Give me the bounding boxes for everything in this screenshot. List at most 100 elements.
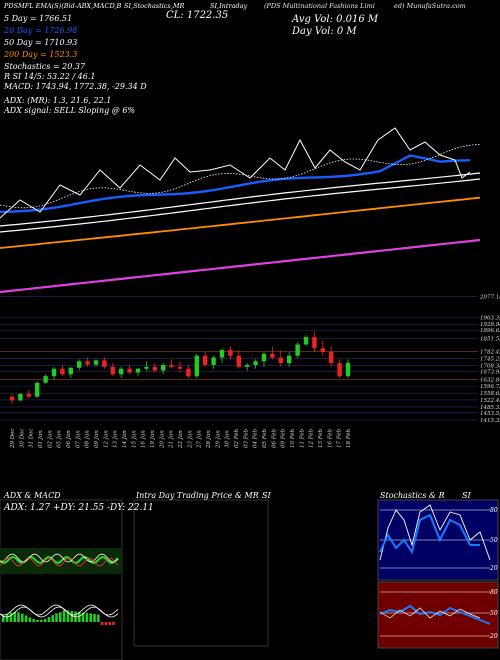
date-label: 16 Feb [327, 428, 333, 448]
macd-bar [51, 615, 54, 622]
macd-bar [112, 622, 115, 625]
adx-macd-panel [0, 499, 123, 660]
adx-line [0, 557, 119, 567]
date-label: 03 Feb [243, 428, 249, 448]
intraday-title-suffix: SI [262, 491, 271, 500]
candle-body [303, 337, 309, 345]
candle-body [26, 393, 31, 397]
stoch-tick: 80 [490, 507, 498, 514]
date-label: 31 Dec [29, 429, 35, 449]
price-tick-label: 1745.29 [480, 356, 500, 362]
date-label: 12 Feb [309, 428, 315, 448]
candle-body [211, 357, 216, 365]
stoch-tick: 20 [489, 565, 498, 572]
date-label: 18 Feb [346, 428, 352, 448]
macd-value: MACD: 1743.94, 1772.38, -29.34 D [4, 82, 147, 91]
price-tick-label: 1782.42 [480, 349, 500, 355]
stoch-title: Stochastics & R [380, 491, 445, 500]
date-label: 13 Feb [318, 428, 324, 448]
macd-bar [93, 614, 96, 622]
macd-bar [13, 612, 16, 622]
candle-body [77, 361, 82, 368]
intraday-tag: SI,Intraday [210, 2, 248, 10]
stoch-title-suffix: SI [462, 491, 471, 500]
macd-bar [81, 612, 85, 622]
date-label: 12 Jan [103, 430, 109, 448]
close-price: CL: 1722.35 [166, 10, 229, 21]
candle-body [261, 353, 267, 362]
macd-bar [89, 613, 92, 622]
macd-bar [100, 622, 104, 625]
macd-bar [9, 612, 13, 622]
stoch-d-line [379, 504, 491, 561]
candle-body [51, 368, 57, 377]
price-tick-label: 1963.39 [480, 316, 500, 322]
ema-50-line [0, 172, 481, 227]
ema-50-band [0, 178, 481, 233]
ema-100-line [0, 196, 481, 249]
company-title: (PDS Multinational Fashions Limi [264, 2, 375, 10]
macd-bar [59, 612, 62, 622]
date-label: 30 Jan [225, 430, 231, 448]
candle-body [110, 366, 115, 375]
date-label: 08 Jan [85, 430, 91, 448]
macd-bar [47, 617, 51, 622]
price-tick-label: 1485.32 [480, 405, 500, 411]
macd-bar [43, 618, 47, 622]
candle-body [144, 366, 149, 369]
macd-bar [78, 612, 81, 622]
candle-body [194, 355, 199, 377]
date-label: 05 Jan [57, 430, 63, 448]
candle-body [312, 337, 317, 349]
candle-body [203, 355, 208, 365]
macd-bar [104, 622, 108, 625]
candle-body [127, 368, 132, 373]
intraday-title: Intra Day Trading Price & MR [136, 491, 259, 500]
date-label: 01 Jan [38, 430, 44, 448]
ema-20-line [0, 154, 471, 214]
price-tick-label: 1708.38 [480, 363, 500, 369]
price-tick-label: 1896.63 [480, 328, 500, 334]
price-tick-label: 2077.18 [479, 295, 500, 301]
date-label: 21 Jan [169, 430, 175, 449]
date-label: 16 Jan [141, 430, 147, 448]
adx-line [0, 556, 119, 565]
candle-body [228, 350, 233, 356]
candle-body [295, 344, 300, 356]
macd-bar [36, 619, 39, 622]
macd-bar [21, 613, 24, 622]
candle-body [102, 360, 107, 367]
date-label: 17 Feb [337, 428, 343, 448]
macd-bar [85, 613, 89, 622]
candle-body [18, 393, 23, 401]
date-label: 29 Jan [215, 430, 221, 449]
price-tick-label: 1453.53 [480, 411, 500, 417]
adx-signal: ADX signal: SELL Sloping @ 6% [4, 106, 136, 115]
price-tick-label: 1851.53 [480, 337, 500, 343]
candle-body [320, 348, 325, 352]
date-label: 19 Jan [150, 430, 156, 448]
candle-body [278, 357, 283, 364]
macd-bar [32, 619, 35, 622]
chart-tag: PDSMFL EMA(S)(Bid-ABX,MACD,B [4, 2, 122, 10]
candle-body [119, 368, 124, 375]
date-label: 10 Feb [290, 428, 296, 448]
macd-bar [55, 613, 58, 622]
date-label: 07 Jan [75, 430, 81, 448]
site-name: ed) MunafaSutra.com [394, 2, 466, 10]
candle-body [329, 351, 334, 364]
macd-bar [24, 615, 28, 622]
ema-20: 20 Day = 1726.98 [4, 26, 78, 35]
candle-body [219, 350, 225, 358]
date-label: 22 Jan [178, 430, 184, 449]
macd-bar [28, 617, 32, 622]
date-label: 27 Jan [197, 430, 203, 449]
date-label: 09 Feb [281, 428, 287, 448]
adx-value: ADX: (MR): 1.3, 21.6, 22.1 [4, 96, 112, 105]
price-tick-label: 1522.45 [480, 398, 500, 404]
date-label: 29 Dec [10, 429, 16, 450]
candle-body [161, 364, 166, 371]
ema-50: 50 Day = 1710.93 [4, 38, 78, 47]
price-tick-label: 1596.73 [480, 384, 500, 390]
